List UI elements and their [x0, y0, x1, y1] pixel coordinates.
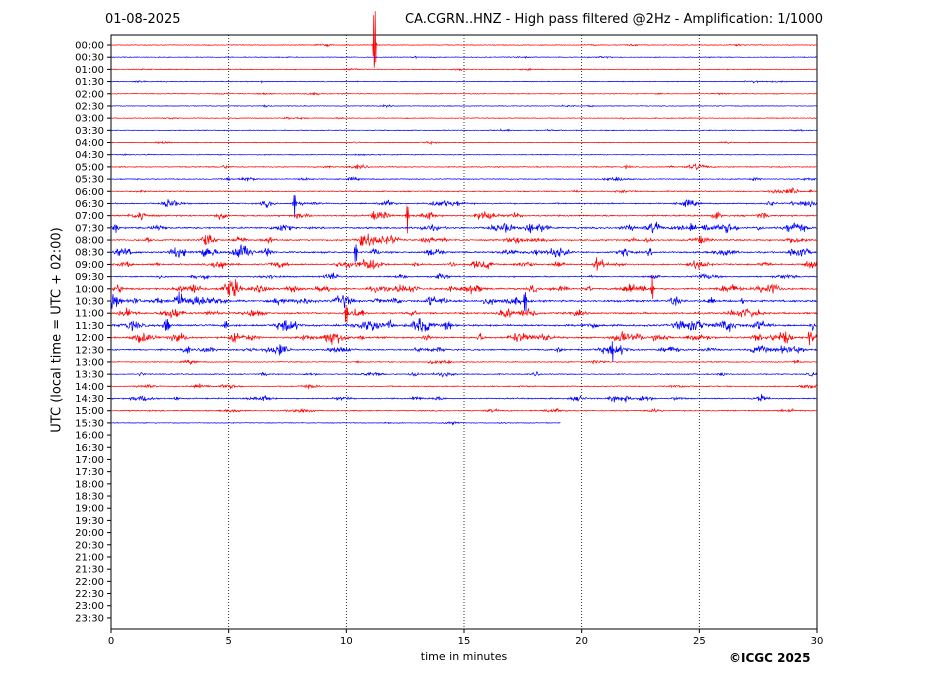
- date-label: 01-08-2025: [105, 12, 181, 27]
- trace-0630: [110, 194, 818, 218]
- y-tick-label: 03:30: [75, 126, 104, 137]
- y-tick-label: 12:30: [75, 345, 104, 356]
- x-tick-label: 25: [693, 636, 706, 647]
- y-tick-label: 19:00: [75, 504, 104, 515]
- trace-0900: [110, 257, 818, 271]
- y-tick-label: 22:30: [75, 589, 104, 600]
- y-tick-label: 19:30: [75, 516, 104, 527]
- y-tick-label: 01:00: [75, 65, 104, 76]
- y-tick-label: 00:00: [75, 41, 104, 52]
- y-tick-label: 06:00: [75, 187, 104, 198]
- y-tick-label: 15:30: [75, 418, 104, 429]
- y-tick-label: 21:00: [75, 552, 104, 563]
- x-tick-label: 30: [811, 636, 824, 647]
- y-tick-label: 01:30: [75, 77, 104, 88]
- x-tick-label: 20: [575, 636, 588, 647]
- y-tick-label: 10:30: [75, 296, 104, 307]
- trace-1500: [110, 407, 818, 414]
- y-tick-label: 00:30: [75, 53, 104, 64]
- trace-1230: [110, 341, 818, 362]
- trace-0500: [110, 162, 817, 171]
- trace-0400: [110, 140, 818, 146]
- trace-0200: [111, 92, 817, 96]
- trace-0800: [110, 233, 818, 247]
- trace-0930: [110, 272, 818, 281]
- trace-0030: [110, 55, 818, 60]
- y-tick-label: 17:00: [75, 455, 104, 466]
- y-tick-label: 13:30: [75, 370, 104, 381]
- x-axis-label: time in minutes: [420, 650, 508, 663]
- trace-0330: [110, 128, 818, 132]
- trace-1430: [110, 394, 818, 403]
- x-tick-label: 0: [108, 636, 114, 647]
- y-tick-label: 23:30: [75, 613, 104, 624]
- x-tick-label: 5: [225, 636, 231, 647]
- trace-1400: [110, 383, 818, 390]
- trace-0230: [110, 104, 818, 109]
- y-tick-label: 09:30: [75, 272, 104, 283]
- trace-1330: [111, 371, 818, 378]
- y-tick-label: 11:30: [75, 321, 104, 332]
- chart-title: CA.CGRN..HNZ - High pass filtered @2Hz -…: [405, 12, 823, 27]
- trace-0300: [110, 116, 818, 121]
- y-tick-label: 21:30: [75, 565, 104, 576]
- y-axis-label: UTC (local time = UTC + 02:00): [49, 227, 65, 433]
- y-tick-label: 06:30: [75, 199, 104, 210]
- x-tick-label: 15: [458, 636, 471, 647]
- y-tick-label: 18:30: [75, 492, 104, 503]
- trace-1000: [111, 274, 818, 299]
- trace-0430: [110, 153, 818, 157]
- trace-1030: [110, 291, 818, 313]
- y-tick-label: 14:30: [75, 394, 104, 405]
- trace-0830: [110, 244, 818, 263]
- y-tick-label: 20:30: [75, 540, 104, 551]
- y-tick-label: 14:00: [75, 382, 104, 393]
- x-tick-label: 10: [340, 636, 353, 647]
- copyright-label: ©ICGC 2025: [729, 651, 811, 665]
- y-tick-label: 04:30: [75, 150, 104, 161]
- trace-0530: [110, 176, 818, 182]
- y-tick-label: 18:00: [75, 479, 104, 490]
- y-tick-label: 07:00: [75, 211, 104, 222]
- y-tick-label: 20:00: [75, 528, 104, 539]
- trace-1100: [110, 305, 817, 323]
- y-tick-label: 15:00: [75, 406, 104, 417]
- trace-0100: [110, 67, 818, 72]
- y-tick-label: 16:00: [75, 431, 104, 442]
- y-tick-label: 02:30: [75, 101, 104, 112]
- trace-0130: [111, 80, 817, 84]
- y-tick-label: 16:30: [75, 443, 104, 454]
- trace-0000: [110, 11, 818, 68]
- trace-0700: [110, 205, 818, 234]
- y-tick-label: 23:00: [75, 601, 104, 612]
- y-tick-label: 07:30: [75, 223, 104, 234]
- y-tick-label: 11:00: [75, 309, 104, 320]
- y-tick-label: 22:00: [75, 577, 104, 588]
- y-tick-label: 05:30: [75, 175, 104, 186]
- y-tick-label: 02:00: [75, 89, 104, 100]
- y-tick-label: 04:00: [75, 138, 104, 149]
- trace-1530: [110, 420, 561, 426]
- trace-1130: [110, 318, 818, 333]
- trace-1300: [110, 359, 818, 366]
- trace-1200: [110, 331, 818, 346]
- y-tick-label: 17:30: [75, 467, 104, 478]
- trace-0730: [110, 221, 818, 234]
- y-tick-label: 08:30: [75, 248, 104, 259]
- y-tick-label: 05:00: [75, 162, 104, 173]
- y-tick-label: 12:00: [75, 333, 104, 344]
- y-tick-label: 03:00: [75, 114, 104, 125]
- y-tick-label: 09:00: [75, 260, 104, 271]
- y-tick-label: 13:00: [75, 357, 104, 368]
- y-tick-label: 08:00: [75, 236, 104, 247]
- trace-0600: [110, 187, 818, 194]
- y-tick-label: 10:00: [75, 284, 104, 295]
